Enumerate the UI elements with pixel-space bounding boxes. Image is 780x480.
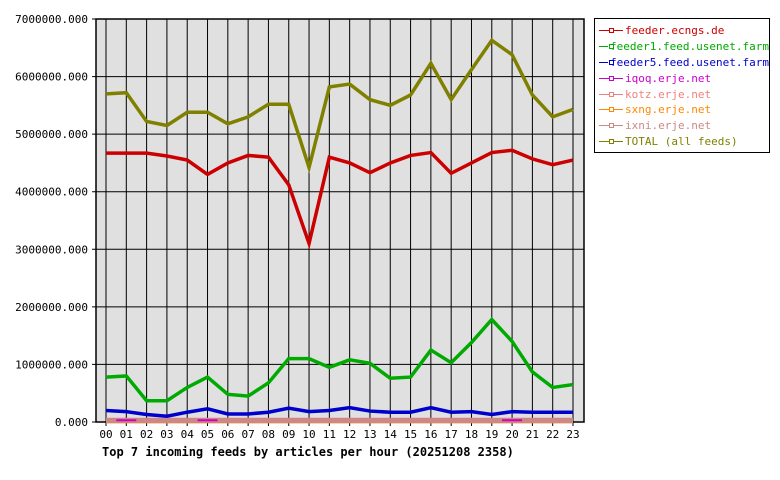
svg-text:03: 03 bbox=[160, 428, 173, 441]
legend-item: ixni.erje.net bbox=[595, 118, 769, 134]
svg-text:01: 01 bbox=[120, 428, 133, 441]
legend-item: sxng.erje.net bbox=[595, 102, 769, 118]
svg-text:20: 20 bbox=[505, 428, 518, 441]
svg-text:06: 06 bbox=[221, 428, 234, 441]
svg-text:13: 13 bbox=[363, 428, 376, 441]
svg-text:5000000.000: 5000000.000 bbox=[15, 128, 88, 141]
legend-label: feeder1.feed.usenet.farm bbox=[610, 40, 769, 54]
svg-text:1000000.000: 1000000.000 bbox=[15, 358, 88, 371]
svg-text:16: 16 bbox=[424, 428, 437, 441]
svg-text:18: 18 bbox=[465, 428, 478, 441]
legend-label: feeder5.feed.usenet.farm bbox=[610, 55, 769, 69]
svg-text:08: 08 bbox=[262, 428, 275, 441]
legend-line-icon bbox=[599, 137, 623, 146]
svg-text:02: 02 bbox=[140, 428, 153, 441]
svg-text:04: 04 bbox=[181, 428, 195, 441]
svg-text:15: 15 bbox=[404, 428, 417, 441]
svg-text:10: 10 bbox=[302, 428, 315, 441]
svg-text:0.000: 0.000 bbox=[55, 416, 88, 429]
svg-text:00: 00 bbox=[99, 428, 112, 441]
svg-text:11: 11 bbox=[323, 428, 336, 441]
legend-line-icon bbox=[599, 26, 623, 35]
legend-label: TOTAL (all feeds) bbox=[625, 134, 738, 148]
legend-item: feeder.ecngs.de bbox=[595, 23, 769, 39]
legend-line-icon bbox=[599, 74, 623, 83]
legend-label: sxng.erje.net bbox=[625, 103, 712, 117]
svg-text:7000000.000: 7000000.000 bbox=[15, 13, 88, 26]
legend: feeder.ecngs.de feeder1.feed.usenet.farm… bbox=[594, 18, 770, 153]
legend-label: ixni.erje.net bbox=[625, 119, 712, 133]
svg-text:14: 14 bbox=[384, 428, 398, 441]
legend-label: kotz.erje.net bbox=[625, 87, 712, 101]
data-series bbox=[105, 37, 574, 424]
svg-text:23: 23 bbox=[566, 428, 579, 441]
svg-text:3000000.000: 3000000.000 bbox=[15, 243, 88, 256]
svg-text:09: 09 bbox=[282, 428, 295, 441]
legend-item: feeder1.feed.usenet.farm bbox=[595, 39, 769, 55]
legend-line-icon bbox=[599, 121, 623, 130]
legend-item: kotz.erje.net bbox=[595, 86, 769, 102]
svg-text:22: 22 bbox=[546, 428, 559, 441]
chart-title: Top 7 incoming feeds by articles per hou… bbox=[102, 445, 514, 459]
svg-text:07: 07 bbox=[242, 428, 255, 441]
legend-item: iqoq.erje.net bbox=[595, 70, 769, 86]
svg-text:2000000.000: 2000000.000 bbox=[15, 301, 88, 314]
legend-line-icon bbox=[599, 58, 615, 67]
svg-text:6000000.000: 6000000.000 bbox=[15, 71, 88, 84]
svg-text:05: 05 bbox=[201, 428, 214, 441]
legend-item: TOTAL (all feeds) bbox=[595, 134, 769, 150]
svg-text:12: 12 bbox=[343, 428, 356, 441]
legend-line-icon bbox=[599, 105, 623, 114]
y-axis-ticks: 0.000 1000000.000 2000000.000 3000000.000 40… bbox=[15, 13, 88, 429]
svg-text:17: 17 bbox=[445, 428, 458, 441]
legend-line-icon bbox=[599, 90, 623, 99]
legend-item: feeder5.feed.usenet.farm bbox=[595, 55, 769, 71]
svg-text:19: 19 bbox=[485, 428, 498, 441]
x-axis-ticks: 00 01 02 03 04 05 06 07 08 09 10 11 12 13 14 15 16 17 18 19… bbox=[99, 428, 579, 441]
legend-line-icon bbox=[599, 42, 615, 51]
svg-text:4000000.000: 4000000.000 bbox=[15, 186, 88, 199]
legend-label: feeder.ecngs.de bbox=[625, 24, 725, 38]
legend-label: iqoq.erje.net bbox=[625, 71, 712, 85]
svg-text:21: 21 bbox=[526, 428, 539, 441]
